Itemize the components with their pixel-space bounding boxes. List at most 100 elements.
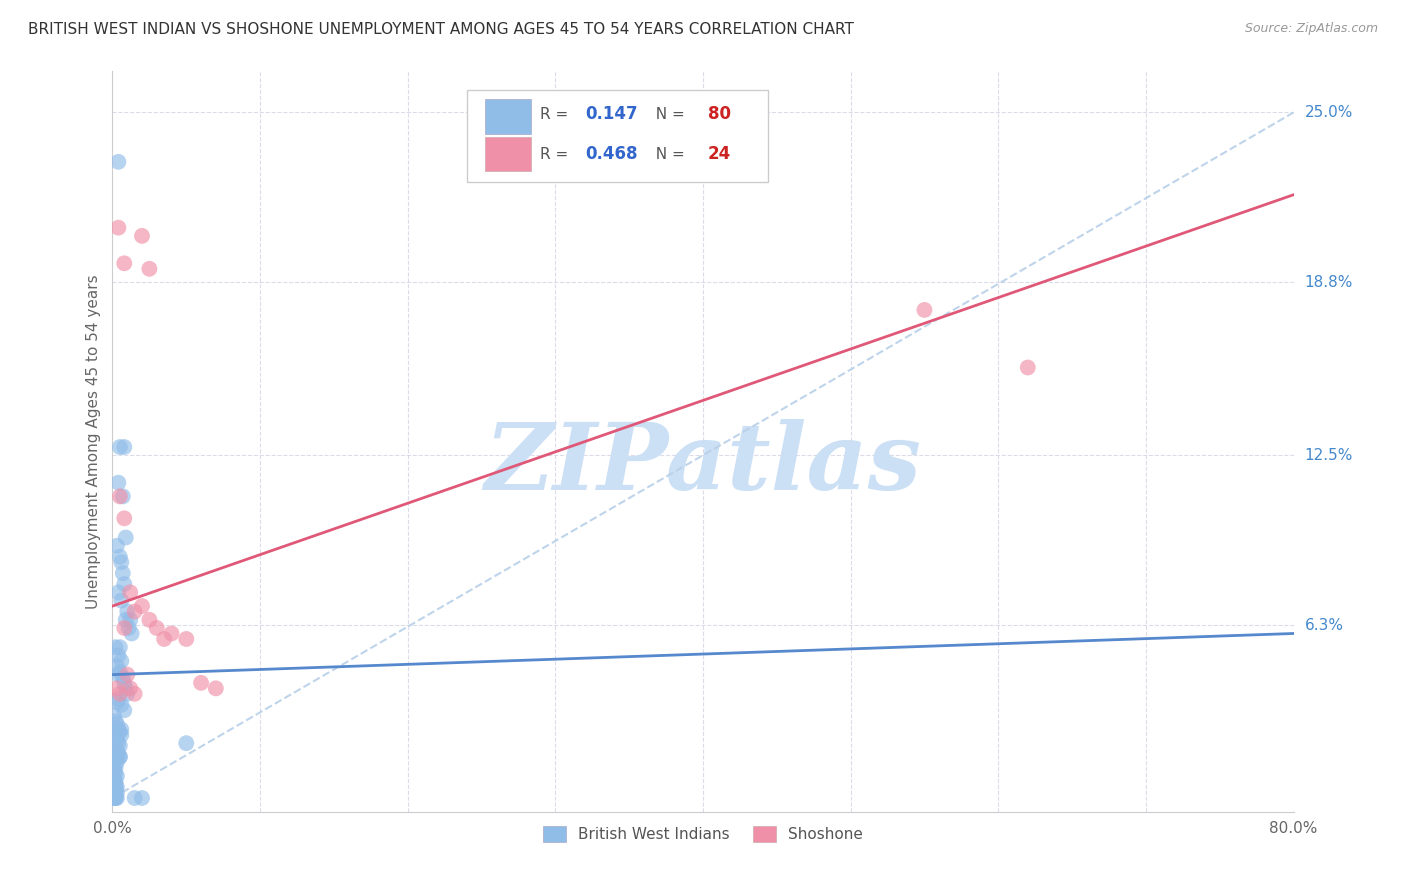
Point xyxy=(105,785,128,799)
Point xyxy=(103,791,125,805)
Point xyxy=(104,774,127,789)
Point xyxy=(110,698,132,712)
Legend: British West Indians, Shoshone: British West Indians, Shoshone xyxy=(537,821,869,848)
Point xyxy=(104,731,127,745)
Point xyxy=(103,791,125,805)
Point xyxy=(112,440,135,454)
Point xyxy=(104,753,127,767)
Point xyxy=(107,475,129,490)
Point xyxy=(103,789,125,803)
Text: 24: 24 xyxy=(707,145,731,163)
Point xyxy=(103,791,125,805)
Point xyxy=(124,791,146,805)
Point xyxy=(103,774,125,789)
Point xyxy=(105,769,128,783)
Point xyxy=(174,736,197,750)
Point xyxy=(112,256,135,270)
Text: 12.5%: 12.5% xyxy=(1305,448,1353,463)
Point xyxy=(124,605,146,619)
Point xyxy=(107,154,129,169)
Point xyxy=(104,714,127,729)
Text: N =: N = xyxy=(647,147,690,161)
Point xyxy=(103,791,125,805)
Point xyxy=(104,789,127,803)
Point xyxy=(103,777,125,791)
Point xyxy=(103,764,125,778)
FancyBboxPatch shape xyxy=(485,137,530,171)
Point xyxy=(104,782,127,797)
Point xyxy=(107,648,129,663)
Point xyxy=(108,489,131,503)
Point xyxy=(112,621,135,635)
Point xyxy=(114,531,136,545)
Point xyxy=(112,577,135,591)
Point xyxy=(131,228,153,243)
Point xyxy=(105,791,128,805)
Point xyxy=(120,681,142,696)
Text: 0.468: 0.468 xyxy=(585,145,637,163)
Point xyxy=(121,626,143,640)
Text: 80: 80 xyxy=(707,105,731,123)
Point xyxy=(1017,360,1039,375)
Point xyxy=(131,599,153,613)
Point xyxy=(117,687,138,701)
Point xyxy=(105,780,128,794)
Point xyxy=(104,791,127,805)
Point xyxy=(105,733,128,747)
Point xyxy=(174,632,197,646)
Point xyxy=(146,621,169,635)
FancyBboxPatch shape xyxy=(485,100,530,134)
Text: R =: R = xyxy=(540,107,574,122)
Point xyxy=(110,728,132,742)
Point xyxy=(104,761,127,775)
Point xyxy=(104,780,127,794)
Point xyxy=(105,717,128,731)
Point xyxy=(138,613,160,627)
Point xyxy=(120,585,142,599)
Text: 25.0%: 25.0% xyxy=(1305,105,1353,120)
Point xyxy=(108,549,131,564)
Point xyxy=(108,640,131,655)
Point xyxy=(105,681,128,696)
Point xyxy=(120,613,142,627)
Text: ZIPatlas: ZIPatlas xyxy=(485,418,921,508)
Point xyxy=(114,681,136,696)
Point xyxy=(117,605,138,619)
Text: 18.8%: 18.8% xyxy=(1305,275,1353,290)
Point xyxy=(104,777,127,791)
Point xyxy=(103,708,125,723)
Text: N =: N = xyxy=(647,107,690,122)
Point xyxy=(105,659,128,673)
Point xyxy=(108,687,131,701)
Point xyxy=(110,654,132,668)
Point xyxy=(112,511,135,525)
Point xyxy=(104,766,127,780)
Point xyxy=(107,220,129,235)
Point xyxy=(107,747,129,761)
Point xyxy=(105,744,128,758)
Point xyxy=(131,791,153,805)
Point xyxy=(112,703,135,717)
Point xyxy=(108,440,131,454)
Point xyxy=(114,613,136,627)
Text: BRITISH WEST INDIAN VS SHOSHONE UNEMPLOYMENT AMONG AGES 45 TO 54 YEARS CORRELATI: BRITISH WEST INDIAN VS SHOSHONE UNEMPLOY… xyxy=(28,22,853,37)
Point xyxy=(103,785,125,799)
Point xyxy=(205,681,228,696)
Point xyxy=(104,789,127,803)
Point xyxy=(108,665,131,679)
Point xyxy=(160,626,183,640)
Text: 6.3%: 6.3% xyxy=(1305,618,1344,632)
Point xyxy=(108,750,131,764)
Point xyxy=(110,555,132,569)
Point xyxy=(124,687,146,701)
Point xyxy=(914,302,936,317)
Y-axis label: Unemployment Among Ages 45 to 54 years: Unemployment Among Ages 45 to 54 years xyxy=(86,274,101,609)
Point xyxy=(105,756,128,770)
Point xyxy=(104,640,127,655)
Point xyxy=(107,692,129,706)
Text: Source: ZipAtlas.com: Source: ZipAtlas.com xyxy=(1244,22,1378,36)
Point xyxy=(103,791,125,805)
Point xyxy=(105,539,128,553)
Point xyxy=(107,723,129,737)
Point xyxy=(107,585,129,599)
